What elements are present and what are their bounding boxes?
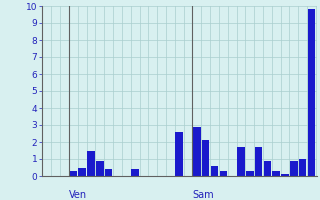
Bar xyxy=(255,147,262,176)
Bar xyxy=(131,169,139,176)
Bar xyxy=(299,159,307,176)
Text: Ven: Ven xyxy=(69,190,87,200)
Bar xyxy=(175,132,183,176)
Bar xyxy=(105,169,112,176)
Bar xyxy=(70,171,77,176)
Bar xyxy=(308,9,315,176)
Bar xyxy=(237,147,245,176)
Bar xyxy=(211,166,218,176)
Bar xyxy=(246,171,253,176)
Bar xyxy=(193,127,201,176)
Bar xyxy=(96,161,104,176)
Bar xyxy=(202,140,209,176)
Bar xyxy=(281,174,289,176)
Bar xyxy=(264,161,271,176)
Bar xyxy=(290,161,298,176)
Bar xyxy=(87,150,95,176)
Text: Sam: Sam xyxy=(192,190,214,200)
Bar xyxy=(78,168,86,176)
Bar xyxy=(272,171,280,176)
Bar xyxy=(220,171,227,176)
